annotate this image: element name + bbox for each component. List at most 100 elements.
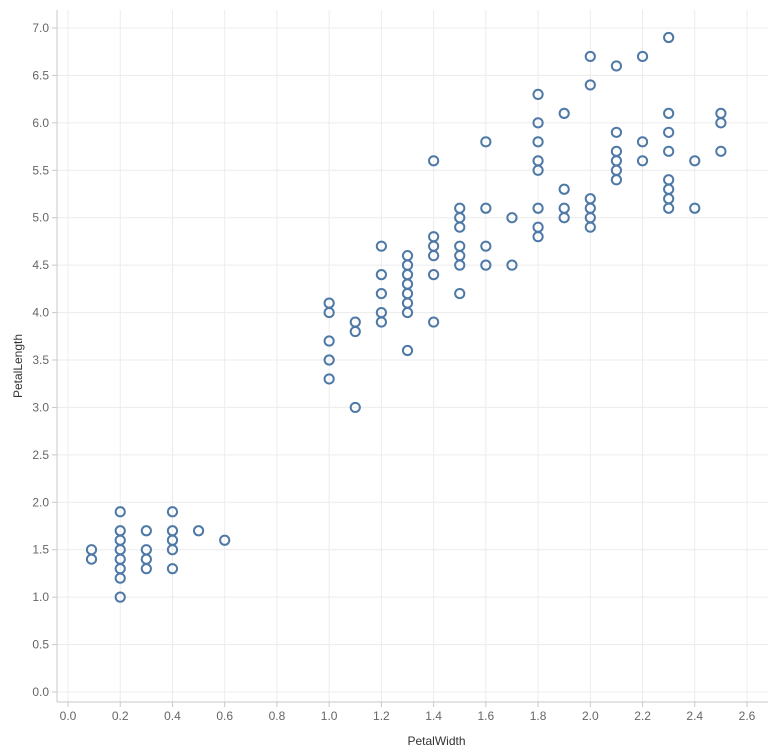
data-point xyxy=(532,164,544,176)
data-point xyxy=(375,288,387,300)
data-point xyxy=(401,297,414,309)
y-axis-ticks: 0.0 0.5 1.0 1.5 2.0 2.5 3.0 3.5 4.0 4.5 5.0 5.5 6.0 6… xyxy=(32,21,57,699)
data-point xyxy=(558,212,570,224)
data-point xyxy=(401,250,414,262)
data-point xyxy=(715,107,727,119)
y-tick-label: 1.0 xyxy=(32,590,49,604)
x-tick-label: 2.0 xyxy=(582,709,599,723)
data-point xyxy=(114,506,126,518)
data-points xyxy=(85,31,727,603)
data-point xyxy=(140,553,152,565)
data-point xyxy=(192,525,205,537)
data-point xyxy=(140,525,152,537)
data-point xyxy=(636,50,649,63)
data-point xyxy=(663,126,675,138)
data-point xyxy=(454,250,466,262)
x-tick-label: 1.6 xyxy=(478,709,495,723)
data-point xyxy=(663,145,675,157)
data-point xyxy=(480,136,492,148)
data-point xyxy=(323,335,335,347)
data-point xyxy=(532,202,544,214)
data-point xyxy=(636,136,649,148)
data-point xyxy=(323,354,335,366)
data-point xyxy=(114,572,126,584)
data-point xyxy=(636,155,649,167)
data-point xyxy=(375,269,387,281)
data-point xyxy=(584,50,596,63)
data-point xyxy=(715,117,727,129)
x-tick-label: 0.8 xyxy=(269,709,286,723)
data-point xyxy=(610,126,623,138)
y-tick-label: 3.5 xyxy=(32,353,49,367)
data-point xyxy=(454,240,466,252)
data-point xyxy=(166,563,179,575)
data-point xyxy=(323,373,335,385)
data-point xyxy=(114,591,126,603)
y-tick-label: 6.0 xyxy=(32,116,49,130)
data-point xyxy=(663,183,675,195)
data-point xyxy=(610,174,623,186)
data-point xyxy=(349,325,361,338)
data-point xyxy=(401,306,414,319)
data-point xyxy=(349,401,361,414)
y-tick-label: 5.0 xyxy=(32,211,49,225)
x-axis-title: PetalWidth xyxy=(407,734,465,748)
data-point xyxy=(349,316,361,328)
y-tick-label: 6.5 xyxy=(32,68,49,82)
data-point xyxy=(140,563,152,575)
x-tick-label: 1.2 xyxy=(373,709,390,723)
x-axis-ticks: 0.0 0.2 0.4 0.6 0.8 1.0 1.2 1.4 1.6 1.8 2.0 2.2 2.4 2… xyxy=(60,702,756,723)
data-point xyxy=(428,316,440,328)
data-point xyxy=(689,155,701,167)
data-point xyxy=(401,278,414,290)
data-point xyxy=(166,506,179,518)
y-tick-label: 0.0 xyxy=(32,685,49,699)
data-point xyxy=(506,259,518,271)
x-tick-label: 1.8 xyxy=(530,709,547,723)
data-point xyxy=(663,107,675,119)
data-point xyxy=(401,269,414,281)
data-point xyxy=(428,269,440,281)
data-point xyxy=(480,259,492,271)
data-point xyxy=(689,202,701,214)
data-point xyxy=(375,240,387,252)
data-point xyxy=(454,202,466,214)
data-point xyxy=(506,212,518,224)
gridlines xyxy=(57,10,768,702)
data-point xyxy=(480,240,492,252)
data-point xyxy=(375,316,387,328)
data-point xyxy=(610,145,623,157)
y-tick-label: 1.5 xyxy=(32,543,49,557)
data-point xyxy=(584,221,596,233)
data-point xyxy=(663,202,675,214)
data-point xyxy=(663,193,675,205)
data-point xyxy=(401,288,414,300)
x-tick-label: 1.0 xyxy=(321,709,338,723)
data-point xyxy=(166,544,179,556)
y-tick-label: 2.5 xyxy=(32,448,49,462)
data-point xyxy=(323,306,335,319)
data-point xyxy=(584,79,596,91)
data-point xyxy=(663,31,675,44)
data-point xyxy=(663,174,675,186)
data-point xyxy=(454,259,466,271)
data-point xyxy=(532,136,544,148)
y-tick-label: 3.0 xyxy=(32,400,49,414)
data-point xyxy=(428,250,440,262)
data-point xyxy=(558,202,570,214)
data-point xyxy=(610,155,623,167)
x-tick-label: 0.0 xyxy=(60,709,77,723)
data-point xyxy=(532,231,544,243)
y-tick-label: 4.0 xyxy=(32,306,49,320)
data-point xyxy=(454,221,466,233)
y-tick-label: 2.0 xyxy=(32,495,49,509)
data-point xyxy=(558,107,570,119)
data-point xyxy=(610,60,623,72)
y-tick-label: 4.5 xyxy=(32,258,49,272)
y-tick-label: 5.5 xyxy=(32,163,49,177)
data-point xyxy=(532,117,544,129)
data-point xyxy=(558,183,570,195)
x-tick-label: 1.4 xyxy=(425,709,442,723)
data-point xyxy=(480,202,492,214)
